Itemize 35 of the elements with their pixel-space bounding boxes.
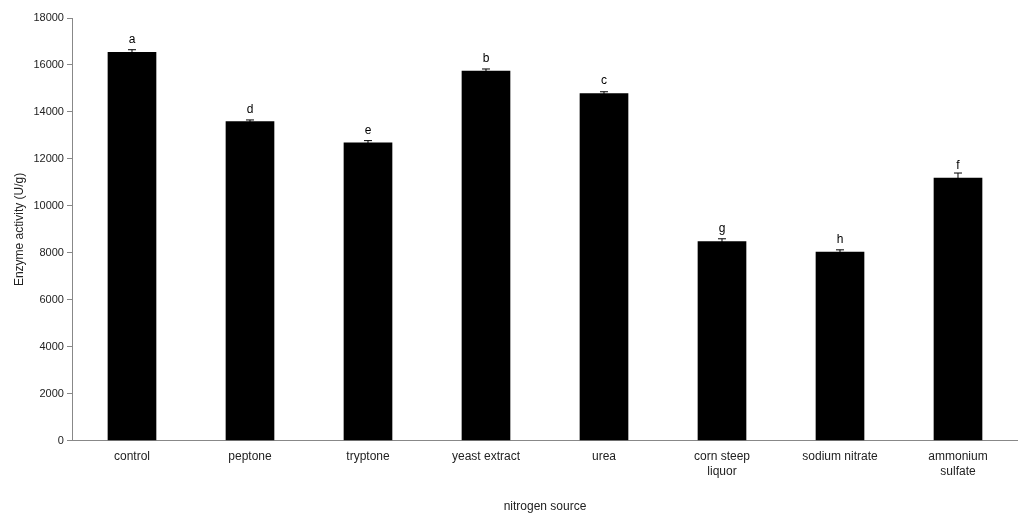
x-tick-label: sodium nitrate — [802, 449, 879, 464]
bar — [461, 70, 511, 441]
bar — [579, 93, 629, 441]
y-tick-label: 16000 — [33, 58, 64, 71]
y-tick-label: 0 — [57, 433, 64, 446]
x-tick-label: peptone — [228, 449, 272, 464]
x-tick-label: ammonium sulfate — [928, 449, 988, 478]
annotation: d — [246, 101, 254, 116]
y-tick-label: 2000 — [39, 386, 64, 399]
x-tick-label: urea — [591, 449, 617, 464]
y-tick-label: 14000 — [33, 104, 64, 117]
annotation: g — [718, 221, 726, 236]
x-tick-label: control — [113, 449, 150, 464]
annotation: b — [482, 51, 490, 66]
bar — [343, 142, 393, 441]
annotation: a — [128, 32, 136, 47]
y-tick-label: 18000 — [33, 11, 64, 24]
x-axis-title: nitrogen source — [503, 499, 587, 514]
y-tick-label: 10000 — [33, 198, 64, 211]
y-tick-label: 4000 — [39, 339, 64, 352]
y-tick-label: 12000 — [33, 151, 64, 164]
x-tick-label: yeast extract — [451, 449, 521, 464]
annotation: c — [600, 73, 607, 88]
x-tick-label: corn steep liquor — [693, 449, 751, 478]
bar — [107, 52, 157, 441]
y-tick-label: 6000 — [39, 292, 64, 305]
bar — [225, 121, 275, 441]
y-tick-label: 8000 — [39, 245, 64, 258]
annotation: h — [836, 232, 844, 247]
x-tick-label: tryptone — [346, 449, 390, 464]
annotation: e — [364, 122, 372, 137]
bar — [815, 251, 865, 441]
y-axis-title: Enzyme activity (U/g) — [11, 172, 26, 287]
annotation: f — [956, 158, 961, 173]
bar — [697, 241, 747, 441]
